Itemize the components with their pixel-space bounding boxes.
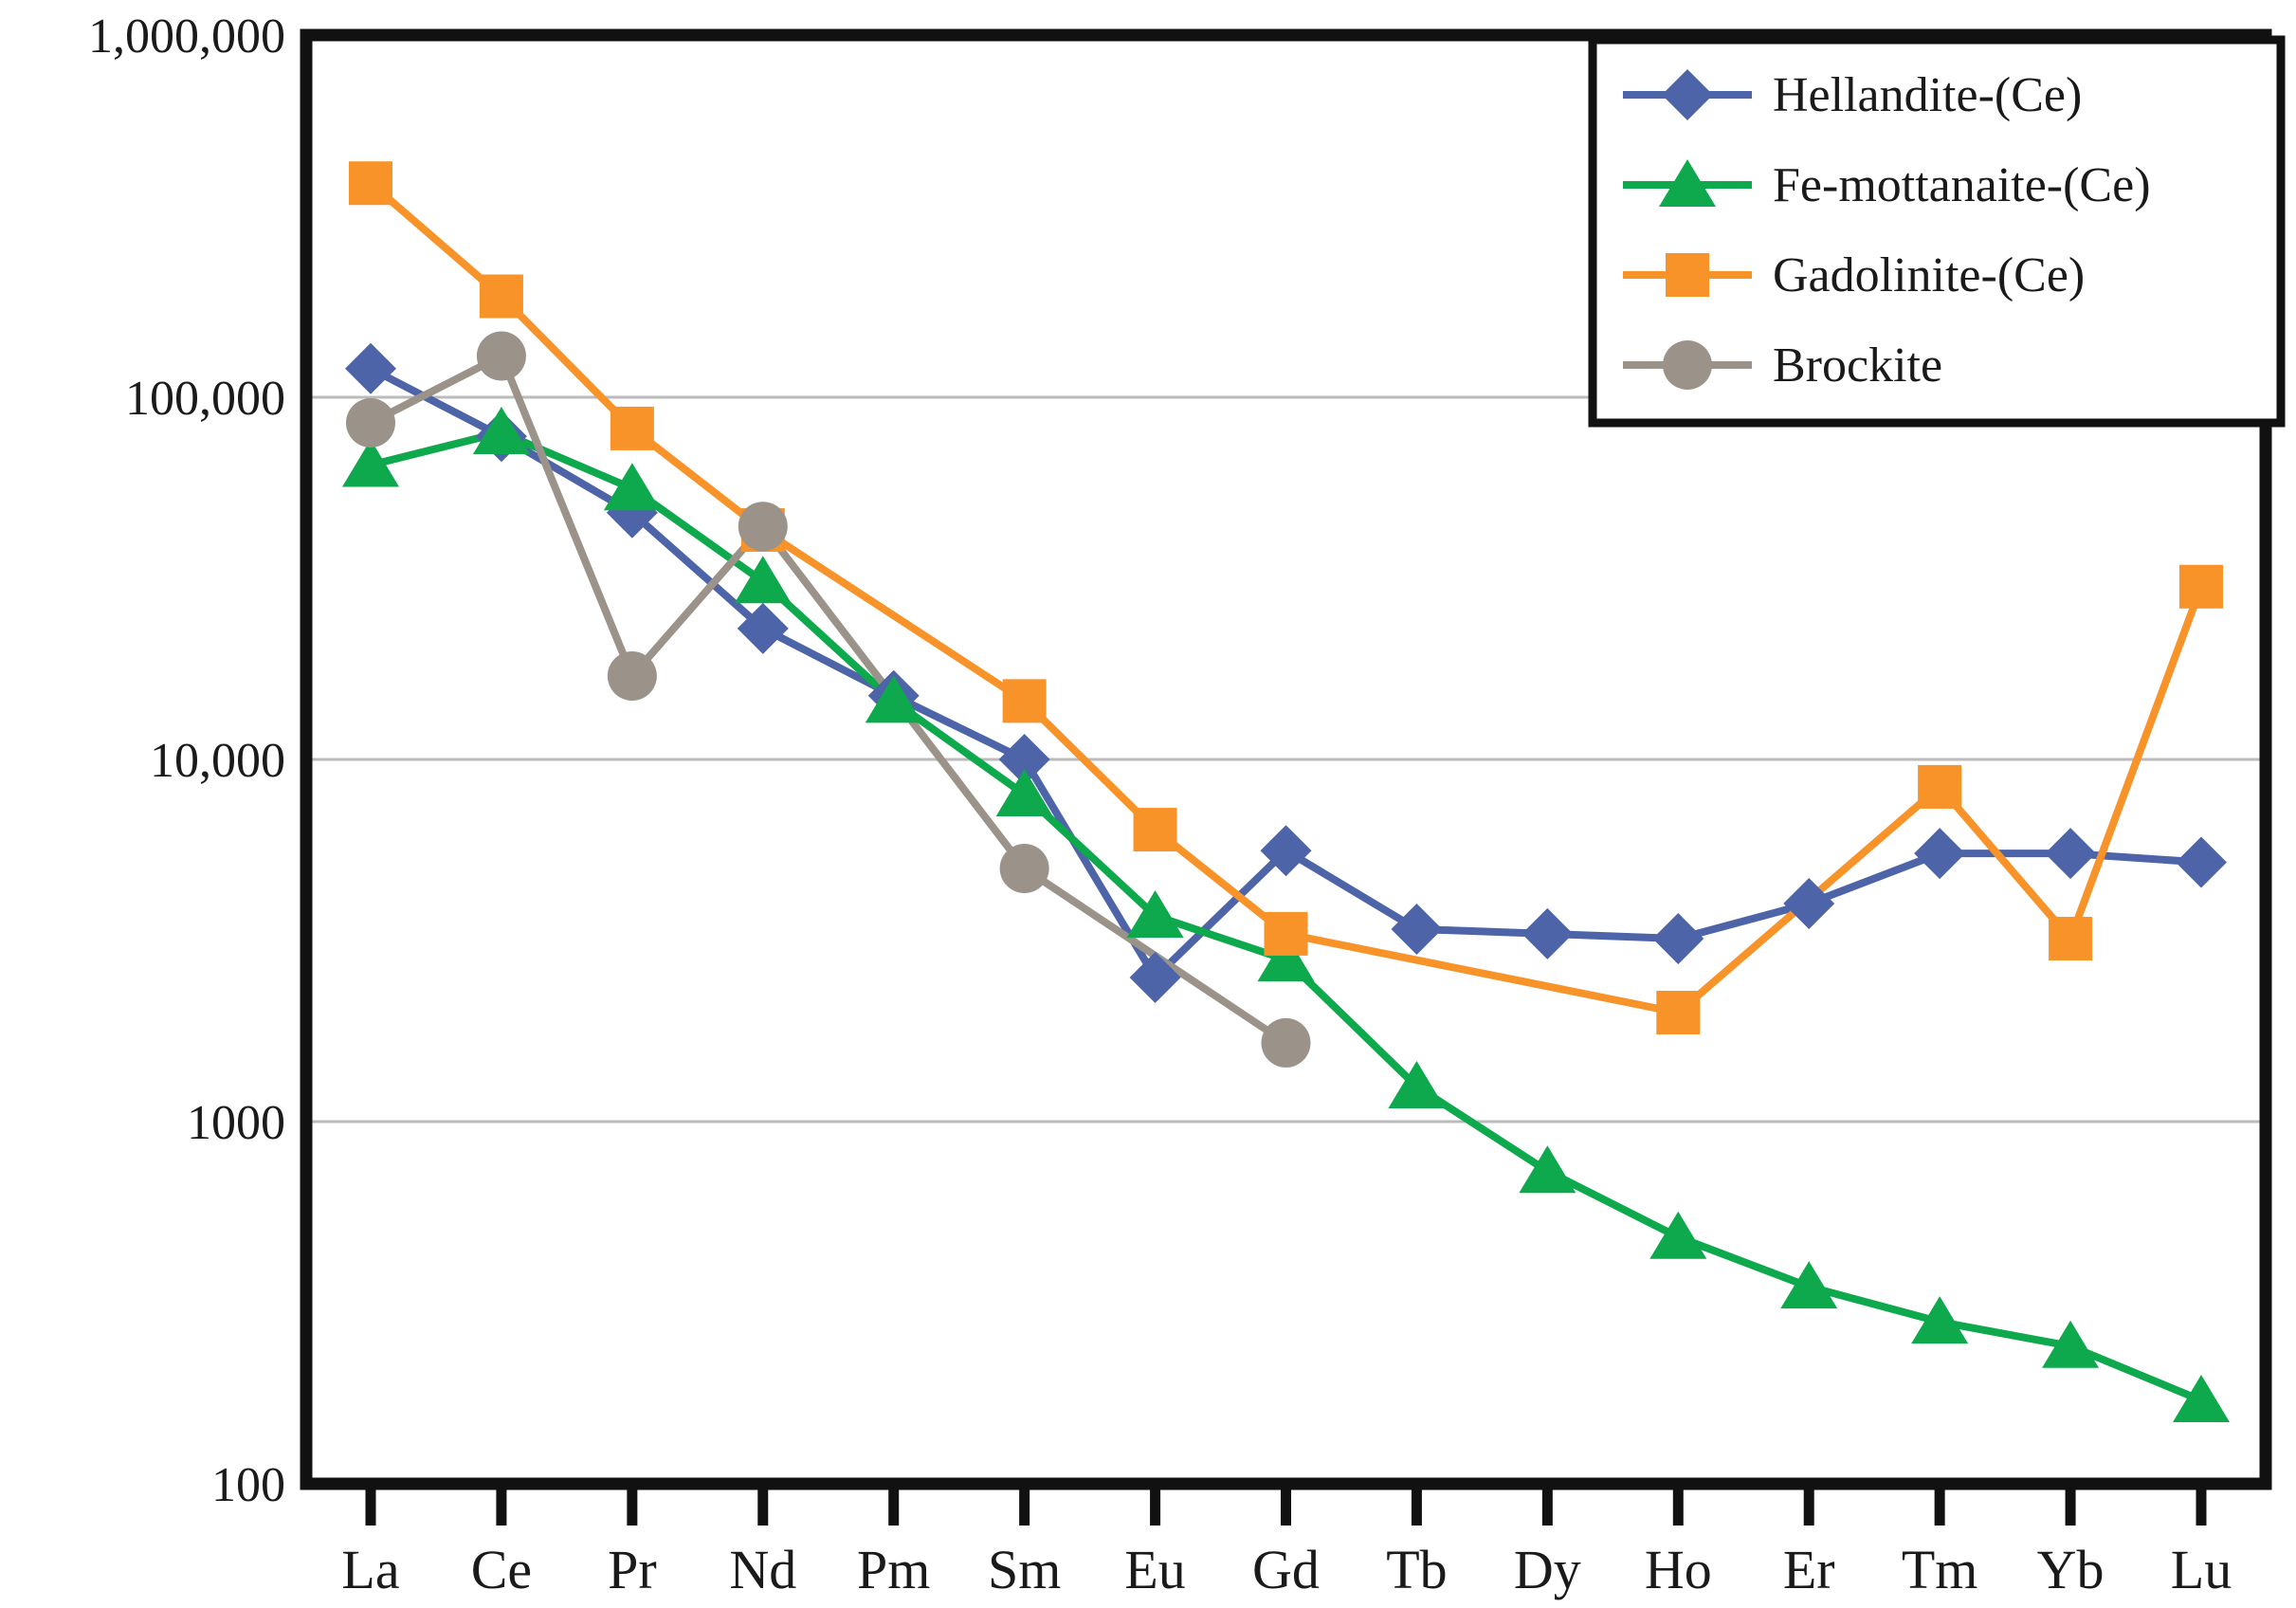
data-point-nd (737, 602, 789, 654)
data-point-eu (1129, 951, 1181, 1003)
data-point-tm (1914, 828, 1966, 880)
data-point-ho (1649, 1211, 1707, 1259)
legend-label-gadolinite-ce: Gadolinite-(Ce) (1773, 248, 2085, 302)
x-tick-label-yb: Yb (2037, 1539, 2105, 1600)
y-tick-label-1000: 1000 (187, 1096, 285, 1150)
data-point-eu (1126, 889, 1184, 938)
data-point-pr (603, 463, 661, 511)
data-point-la (345, 342, 396, 394)
data-point-yb (2045, 828, 2097, 880)
y-tick-label-100000: 100,000 (125, 372, 285, 426)
data-point-nd (738, 502, 788, 552)
data-point-gd (1261, 1017, 1311, 1068)
data-point-gd (1257, 934, 1315, 982)
legend-label-brockite: Brockite (1773, 338, 1942, 393)
data-point-yb (2049, 917, 2093, 961)
data-point-eu (1133, 808, 1177, 852)
data-point-la (346, 397, 395, 448)
data-point-ce (476, 331, 526, 381)
data-point-ce (472, 407, 530, 455)
data-point-lu (2179, 564, 2223, 609)
x-tick-label-la: La (341, 1539, 399, 1600)
data-point-sm (999, 843, 1049, 893)
data-point-tm (1911, 1296, 1969, 1344)
legend-label-fe-mottanaite-ce: Fe-mottanaite-(Ce) (1773, 158, 2151, 212)
x-tick-label-gd: Gd (1252, 1539, 1320, 1600)
data-point-sm (1002, 679, 1047, 723)
x-tick-label-lu: Lu (2171, 1539, 2232, 1600)
data-point-er (1783, 878, 1835, 930)
x-tick-label-dy: Dy (1514, 1539, 1581, 1600)
legend-label-hellandite-ce: Hellandite-(Ce) (1773, 68, 2082, 122)
data-point-tb (1391, 903, 1443, 955)
y-tick-label-100: 100 (211, 1458, 285, 1512)
data-point-gd (1264, 911, 1308, 956)
x-tick-label-ce: Ce (471, 1539, 532, 1600)
x-tick-label-pm: Pm (857, 1539, 930, 1600)
x-tick-label-er: Er (1783, 1539, 1835, 1600)
data-point-gd (1260, 825, 1312, 877)
legend-marker-brockite (1663, 340, 1712, 390)
data-point-ho (1656, 991, 1701, 1035)
data-point-la (349, 161, 392, 206)
x-tick-label-ho: Ho (1645, 1539, 1712, 1600)
plot-border (300, 28, 2272, 1490)
data-point-sm (995, 769, 1053, 817)
data-point-tb (1388, 1060, 1446, 1108)
data-point-dy (1519, 1145, 1576, 1194)
y-tick-label-1000000: 1,000,000 (88, 9, 285, 64)
data-point-sm (998, 734, 1050, 785)
data-point-lu (2173, 1374, 2230, 1422)
data-point-pr (607, 650, 657, 701)
legend-marker-hellandite-ce (1662, 69, 1713, 120)
data-point-ce (479, 274, 523, 319)
data-point-la (342, 439, 399, 487)
y-tick-label-10000: 10,000 (150, 734, 285, 788)
data-point-dy (1522, 907, 1574, 959)
data-point-pm (865, 675, 922, 723)
x-tick-label-pr: Pr (608, 1539, 657, 1600)
legend-marker-fe-mottanaite-ce (1659, 159, 1716, 207)
data-point-ho (1652, 913, 1704, 965)
x-tick-label-eu: Eu (1124, 1539, 1185, 1600)
data-point-tm (1918, 764, 1962, 809)
data-point-pr (610, 406, 654, 450)
x-tick-label-nd: Nd (729, 1539, 796, 1600)
x-tick-label-tb: Tb (1386, 1539, 1447, 1600)
data-point-er (1780, 1261, 1838, 1309)
data-point-nd (734, 556, 792, 604)
data-point-lu (2176, 836, 2227, 888)
data-point-yb (2042, 1320, 2100, 1368)
x-tick-label-tm: Tm (1902, 1539, 1978, 1600)
x-tick-label-sm: Sm (988, 1539, 1061, 1600)
legend-marker-gadolinite-ce (1666, 253, 1709, 297)
